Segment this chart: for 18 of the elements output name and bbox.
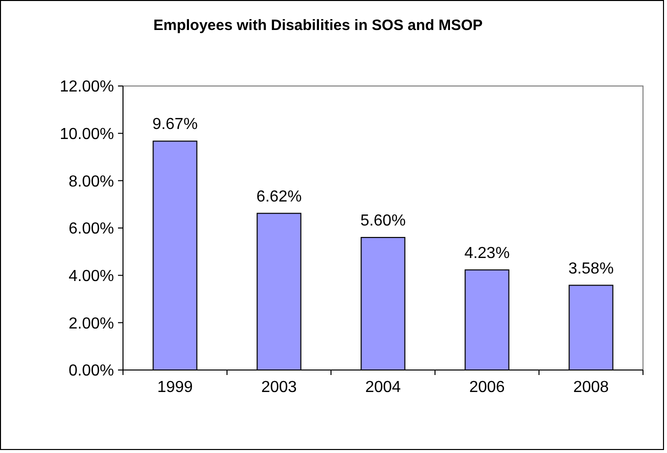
y-tick-label: 0.00%: [68, 362, 114, 380]
x-tick-label: 2008: [573, 379, 609, 396]
y-tick-label: 4.00%: [68, 268, 114, 285]
data-label: 3.58%: [568, 260, 614, 278]
x-tick-label: 1999: [157, 379, 193, 396]
data-label: 5.60%: [360, 212, 406, 230]
chart-title: Employees with Disabilities in SOS and MSOP: [153, 17, 483, 34]
y-tick-label: 2.00%: [68, 315, 114, 332]
y-tick-label: 6.00%: [68, 220, 114, 238]
data-label: 9.67%: [152, 116, 198, 134]
x-tick-label: 2004: [365, 379, 401, 396]
data-label: 6.62%: [256, 188, 302, 206]
y-tick-label: 12.00%: [60, 78, 114, 96]
x-tick-label: 2006: [469, 379, 505, 396]
y-tick-label: 10.00%: [60, 126, 114, 143]
x-tick-label: 2003: [261, 379, 297, 396]
y-tick-label: 8.00%: [68, 173, 114, 190]
data-label: 4.23%: [464, 244, 510, 262]
